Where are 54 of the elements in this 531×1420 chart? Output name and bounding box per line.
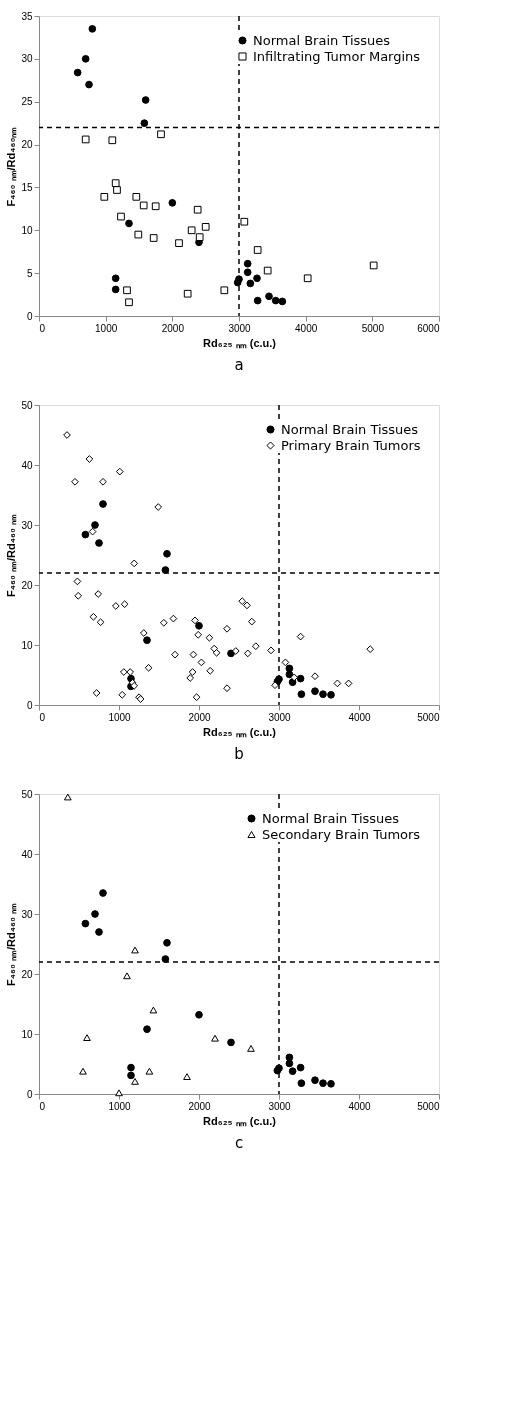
y-tick-label: 40: [21, 459, 33, 471]
x-axis-title: Rd₆₂₅ ₙₘ (c.u.): [203, 725, 277, 738]
y-tick-label: 30: [21, 908, 33, 920]
y-tick-label: 5: [26, 267, 33, 279]
x-tick-label: 4000: [295, 322, 318, 334]
x-tick-label: 4000: [348, 711, 372, 723]
y-axis-title: F₄₆₀ ₙₘ/Rd₄₆₀ ₙₘ: [5, 903, 18, 986]
y-tick-label: 35: [21, 10, 33, 22]
legend-label: Normal Brain Tissues: [281, 421, 419, 437]
x-tick-label: 0: [39, 1100, 46, 1112]
x-tick-label: 3000: [268, 711, 292, 723]
y-tick-label: 30: [21, 519, 33, 531]
y-tick-label: 30: [21, 53, 33, 65]
y-tick-label: 0: [26, 699, 33, 711]
x-tick-label: 3000: [268, 1100, 292, 1112]
x-tick-label: 2000: [188, 1100, 212, 1112]
legend-label: Infiltrating Tumor Margins: [253, 48, 421, 64]
x-tick-label: 1000: [108, 1100, 132, 1112]
legend-label: Primary Brain Tumors: [281, 437, 421, 453]
x-tick-label: 6000: [417, 322, 440, 334]
y-tick-label: 0: [26, 310, 33, 322]
x-axis-title: Rd₆₂₅ ₙₘ (c.u.): [203, 1114, 277, 1127]
legend-label: Normal Brain Tissues: [253, 32, 391, 48]
legend-label: Secondary Brain Tumors: [262, 826, 421, 842]
text: b: [234, 745, 244, 763]
x-tick-label: 1000: [108, 711, 132, 723]
y-tick-label: 10: [21, 639, 33, 651]
x-tick-label: 2000: [161, 322, 185, 334]
text: c: [234, 1134, 244, 1152]
y-tick-label: 50: [21, 399, 33, 411]
legend-label: Normal Brain Tissues: [262, 810, 400, 826]
y-axis-title: F₄₆₀ ₙₘ/Rd₄₆₀ ₙₘ: [5, 514, 18, 597]
x-tick-label: 1000: [95, 322, 118, 334]
y-tick-label: 20: [21, 968, 33, 980]
y-tick-label: 20: [21, 579, 33, 591]
y-axis-title: F₄₆₀ ₙₘ/Rd₄₆₀ₙₘ: [5, 126, 18, 207]
y-tick-label: 40: [21, 848, 33, 860]
y-tick-label: 15: [21, 181, 33, 193]
text: a: [234, 356, 244, 374]
x-tick-label: 3000: [228, 322, 252, 334]
x-tick-label: 4000: [348, 1100, 372, 1112]
y-tick-label: 25: [21, 96, 33, 108]
x-tick-label: 5000: [417, 1100, 440, 1112]
y-tick-label: 50: [21, 788, 33, 800]
y-tick-label: 0: [26, 1088, 33, 1100]
y-tick-label: 10: [21, 224, 33, 236]
x-tick-label: 5000: [417, 711, 440, 723]
x-tick-label: 0: [39, 322, 46, 334]
x-tick-label: 0: [39, 711, 46, 723]
y-tick-label: 10: [21, 1028, 33, 1040]
x-axis-title: Rd₆₂₅ ₙₘ (c.u.): [203, 336, 277, 349]
x-tick-label: 2000: [188, 711, 212, 723]
y-tick-label: 20: [21, 139, 33, 151]
x-tick-label: 5000: [361, 322, 385, 334]
